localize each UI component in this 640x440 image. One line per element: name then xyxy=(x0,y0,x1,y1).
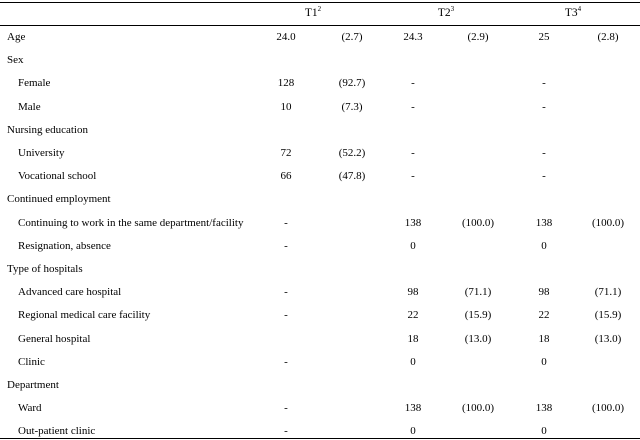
table-cell: 0 xyxy=(541,355,547,368)
table-cell: - xyxy=(542,100,546,113)
table-cell: 138 xyxy=(404,216,422,229)
table-cell: (100.0) xyxy=(461,402,495,415)
column-header-t2: T23 xyxy=(437,5,455,19)
table-cell: 24.3 xyxy=(403,31,423,43)
table-cell: (7.3) xyxy=(341,100,363,113)
table-cell: (15.9) xyxy=(594,309,622,322)
table-cell: 0 xyxy=(541,425,547,438)
table-cell: - xyxy=(411,100,415,113)
table-cell: 10 xyxy=(280,100,292,113)
table-cell: - xyxy=(542,77,546,90)
table-cell: - xyxy=(284,425,288,438)
row-label: Regional medical care facility xyxy=(18,309,151,322)
row-label: University xyxy=(18,147,65,159)
table-cell: (2.9) xyxy=(467,31,489,43)
row-label: Advanced care hospital xyxy=(18,286,122,299)
row-label: Male xyxy=(18,100,41,113)
section-label: Continued employment xyxy=(7,193,111,206)
table-cell: 0 xyxy=(541,239,547,252)
row-label: Ward xyxy=(18,402,42,415)
table-bottom-rule xyxy=(0,438,640,439)
table-cell: (2.8) xyxy=(597,31,619,43)
table-cell: - xyxy=(284,286,288,299)
table-cell: - xyxy=(542,170,546,183)
table-cell: 98 xyxy=(407,286,419,299)
table-cell: 0 xyxy=(410,239,416,252)
table-cell: 128 xyxy=(277,77,295,90)
table-cell: (13.0) xyxy=(464,332,492,345)
table-cell: 0 xyxy=(410,355,416,368)
section-label: Type of hospitals xyxy=(7,263,83,275)
table-cell: 22 xyxy=(407,309,419,322)
table-cell: 25 xyxy=(538,31,550,43)
table-cell: - xyxy=(284,402,288,415)
table-cell: 24.0 xyxy=(276,31,296,43)
row-label: Resignation, absence xyxy=(18,239,111,252)
section-label: Department xyxy=(7,379,59,391)
table-cell: - xyxy=(284,355,288,368)
row-label: Vocational school xyxy=(18,170,97,183)
table-cell: - xyxy=(284,216,288,229)
table-cell: (52.2) xyxy=(338,147,366,159)
table-cell: 138 xyxy=(535,216,553,229)
table-cell: - xyxy=(284,239,288,252)
table-cell: (15.9) xyxy=(464,309,492,322)
table-cell: - xyxy=(411,77,415,90)
table-cell: (71.1) xyxy=(464,286,492,299)
table-cell: 0 xyxy=(410,425,416,438)
table-cell: - xyxy=(284,309,288,322)
table-cell: (71.1) xyxy=(594,286,622,299)
row-label: Continuing to work in the same departmen… xyxy=(18,216,244,229)
row-label: Out-patient clinic xyxy=(18,425,96,438)
section-label: Sex xyxy=(7,54,24,67)
table-cell: - xyxy=(542,147,546,159)
table-cell: 98 xyxy=(538,286,550,299)
table-cell: (92.7) xyxy=(338,77,366,90)
table-cell: (2.7) xyxy=(341,31,363,43)
table-cell: (100.0) xyxy=(591,216,625,229)
column-header-t3: T34 xyxy=(564,5,582,19)
column-header-t1: T12 xyxy=(304,5,322,19)
table-top-rule xyxy=(0,2,640,3)
table-cell: 72 xyxy=(280,147,292,159)
section-label: Age xyxy=(7,31,26,43)
table-cell: 138 xyxy=(535,402,553,415)
table-cell: (13.0) xyxy=(594,332,622,345)
section-label: Nursing education xyxy=(7,123,88,136)
table-cell: 18 xyxy=(407,332,419,345)
table-cell: - xyxy=(411,170,415,183)
table-cell: 22 xyxy=(538,309,550,322)
table-cell: (47.8) xyxy=(338,170,366,183)
table-cell: 66 xyxy=(280,170,292,183)
table-cell: - xyxy=(411,147,415,159)
row-label: Female xyxy=(18,77,51,90)
row-label: General hospital xyxy=(18,332,91,345)
table-cell: (100.0) xyxy=(461,216,495,229)
table-cell: 18 xyxy=(538,332,550,345)
header-rule xyxy=(0,25,640,26)
row-label: Clinic xyxy=(18,355,45,368)
table-cell: 138 xyxy=(404,402,422,415)
table-cell: (100.0) xyxy=(591,402,625,415)
